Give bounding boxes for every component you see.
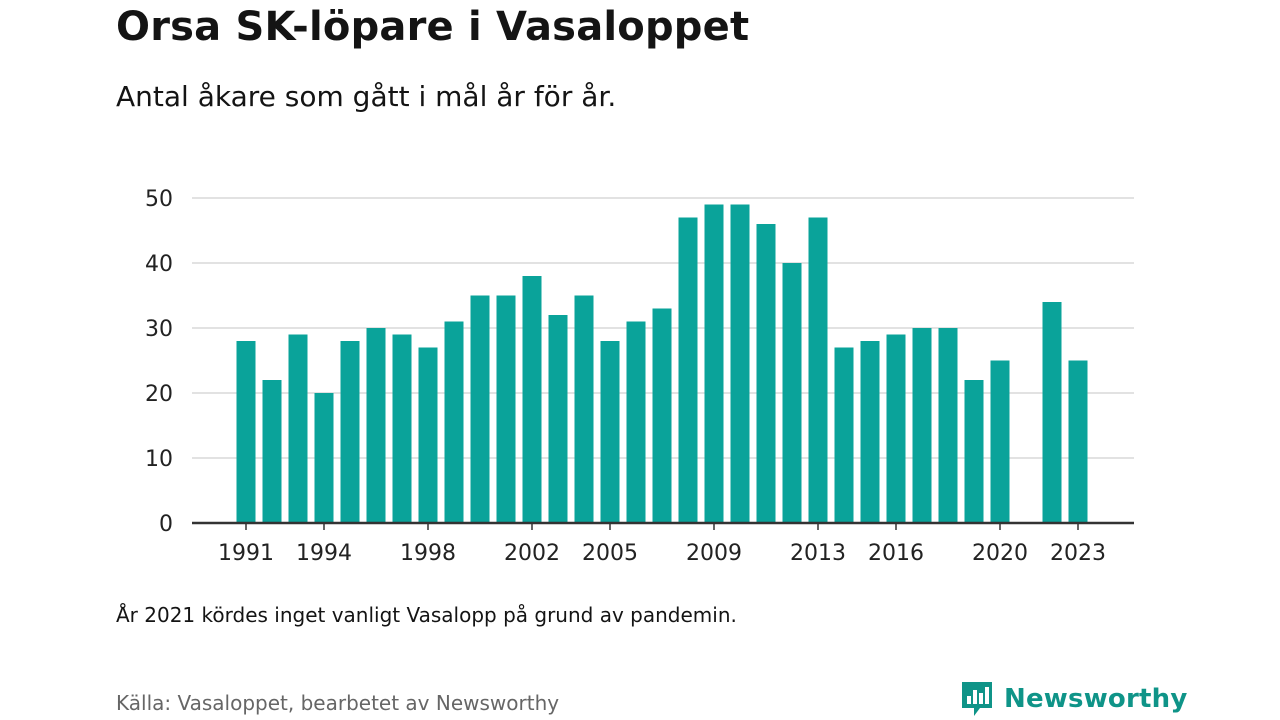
bar-2004 [574, 295, 594, 523]
x-tick-label: 1994 [296, 541, 352, 566]
bar-2020 [990, 360, 1010, 523]
x-tick-label: 1998 [400, 541, 456, 566]
bar-2011 [756, 224, 776, 523]
y-tick-label: 0 [159, 512, 173, 537]
bar-2009 [704, 204, 724, 523]
x-tick-label: 1991 [218, 541, 274, 566]
bar-2010 [730, 204, 750, 523]
bar-2018 [938, 328, 958, 523]
x-tick-label: 2005 [582, 541, 638, 566]
y-tick-label: 40 [145, 252, 173, 277]
bar-2002 [522, 276, 542, 523]
bar-1998 [418, 347, 438, 523]
bar-2000 [470, 295, 490, 523]
bar-1991 [236, 341, 256, 523]
bar-2005 [600, 341, 620, 523]
brand-logo: Newsworthy [960, 680, 1187, 718]
source-credit: Källa: Vasaloppet, bearbetet av Newswort… [116, 691, 560, 715]
bar-1995 [340, 341, 360, 523]
y-tick-label: 30 [145, 317, 173, 342]
bar-2003 [548, 315, 568, 523]
bar-1999 [444, 321, 464, 523]
brand-name: Newsworthy [1004, 684, 1188, 714]
chart-subtitle: Antal åkare som gått i mål år för år. [116, 80, 617, 113]
y-tick-label: 20 [145, 382, 173, 407]
bar-2022 [1042, 302, 1062, 523]
bar-1996 [366, 328, 386, 523]
bar-2006 [626, 321, 646, 523]
x-tick-label: 2013 [790, 541, 846, 566]
bar-2012 [782, 263, 802, 523]
x-tick-label: 2002 [504, 541, 560, 566]
bar-2017 [912, 328, 932, 523]
bar-2007 [652, 308, 672, 523]
bar-2023 [1068, 360, 1088, 523]
x-tick-label: 2023 [1050, 541, 1106, 566]
y-tick-label: 50 [145, 187, 173, 212]
newsworthy-logo-icon [962, 682, 992, 716]
x-tick-label: 2020 [972, 541, 1028, 566]
y-tick-label: 10 [145, 447, 173, 472]
bar-chart: 0 10 20 30 40 50 1991 1994 1998 2002 2005 2009 2013 2… [145, 187, 1134, 566]
chart-note: År 2021 kördes inget vanligt Vasalopp på… [116, 603, 737, 627]
x-tick-label: 2016 [868, 541, 924, 566]
bar-2008 [678, 217, 698, 523]
bar-2015 [860, 341, 880, 523]
bars [236, 204, 1088, 523]
bar-2001 [496, 295, 516, 523]
bar-2019 [964, 380, 984, 523]
bar-1994 [314, 393, 334, 523]
bar-2013 [808, 217, 828, 523]
bar-1997 [392, 334, 412, 523]
bar-2016 [886, 334, 906, 523]
axes: 0 10 20 30 40 50 1991 1994 1998 2002 2005 2009 2013 2… [145, 187, 1134, 566]
bar-2014 [834, 347, 854, 523]
bar-1993 [288, 334, 308, 523]
bar-1992 [262, 380, 282, 523]
x-tick-label: 2009 [686, 541, 742, 566]
chart-title: Orsa SK-löpare i Vasaloppet [116, 4, 750, 50]
